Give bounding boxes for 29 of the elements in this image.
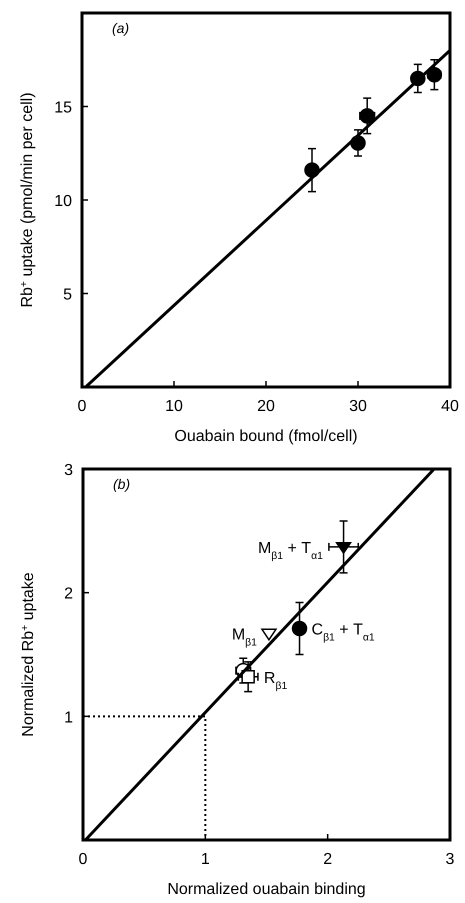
series-label: M$_{β1}$ + T$_{α1}$: [258, 540, 324, 562]
text: (a): [112, 20, 130, 36]
y-tick-label: 10: [54, 193, 72, 210]
x-tick-label: 0: [78, 398, 87, 415]
x-tick-label: 40: [441, 398, 459, 415]
point: [261, 628, 277, 641]
point: [336, 542, 352, 554]
x-tick-label: 1: [200, 851, 210, 868]
x-tick-label: 0: [78, 851, 88, 868]
x-tick-label: 2: [323, 851, 332, 868]
y-tick-label: 15: [54, 100, 72, 116]
x-axis-title: Ouabain bound (fmol/cell): [174, 428, 358, 445]
x-tick-label: 20: [257, 398, 275, 415]
point: [359, 108, 375, 124]
point: [241, 670, 255, 684]
series-label: R$_{β1}$: [264, 670, 288, 692]
x-tick-label: 30: [349, 398, 367, 415]
point: [292, 620, 308, 636]
y-tick-label: 2: [64, 586, 74, 603]
y-tick-label: 3: [64, 462, 74, 479]
series-label: C$_{β1}$ + T$_{α1}$: [312, 622, 375, 644]
x-tick-label: 3: [446, 851, 455, 868]
y-tick-label: 5: [63, 286, 72, 304]
x-axis-title: Normalized ouabain binding: [167, 881, 366, 898]
x-tick-label: 10: [165, 398, 183, 415]
y-tick-label: 1: [64, 709, 74, 726]
series-label: M$_{β1}$: [232, 626, 258, 648]
point: [426, 66, 442, 82]
text: (b): [113, 476, 130, 492]
